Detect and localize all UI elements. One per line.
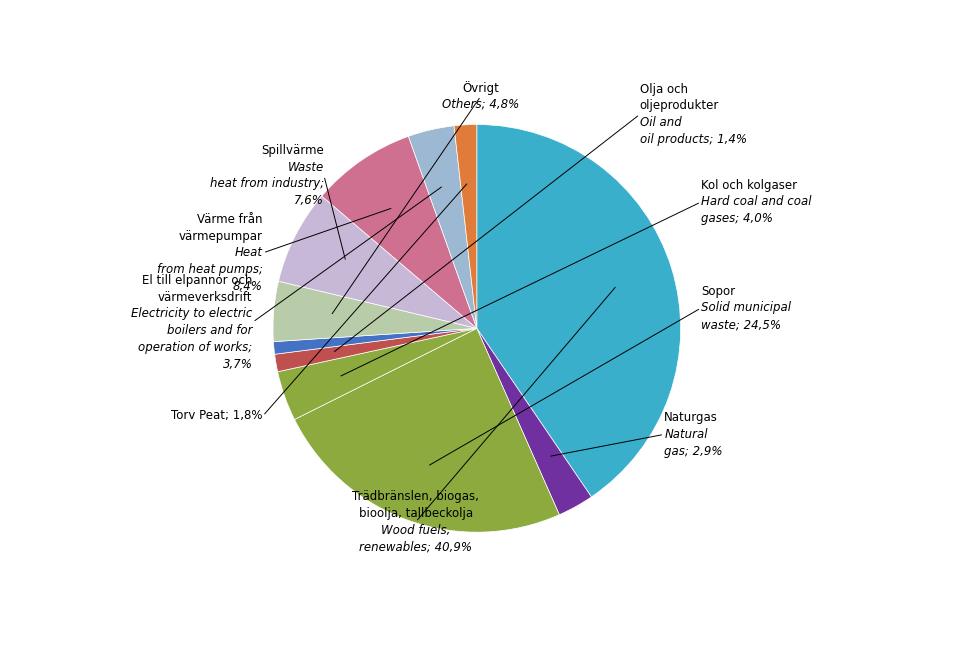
Text: Wood fuels,: Wood fuels, [381,524,450,537]
Text: 8,4%: 8,4% [233,280,263,293]
Text: oil products; 1,4%: oil products; 1,4% [640,133,747,146]
Text: värmeverksdrift: värmeverksdrift [158,291,252,304]
Text: Kol och kolgaser: Kol och kolgaser [701,179,797,192]
Text: from heat pumps;: from heat pumps; [157,263,263,276]
Wedge shape [279,196,477,329]
Text: Torv Peat; 1,8%: Torv Peat; 1,8% [171,409,263,422]
Text: Waste: Waste [287,161,324,174]
Text: Olja och: Olja och [640,83,688,96]
Text: 3,7%: 3,7% [223,358,252,371]
Text: heat from industry;: heat from industry; [209,177,324,190]
Text: gas; 2,9%: gas; 2,9% [664,445,723,457]
Wedge shape [294,329,559,532]
Text: operation of works;: operation of works; [138,341,252,354]
Text: waste; 24,5%: waste; 24,5% [701,318,781,331]
Wedge shape [278,329,477,419]
Wedge shape [275,329,477,372]
Wedge shape [408,126,477,329]
Text: renewables; 40,9%: renewables; 40,9% [359,541,472,554]
Text: Trädbränslen, biogas,: Trädbränslen, biogas, [353,491,479,503]
Text: oljeprodukter: oljeprodukter [640,100,719,112]
Text: Heat: Heat [235,247,263,259]
Text: bioolja, tallbeckolja: bioolja, tallbeckolja [358,507,472,520]
Text: Naturgas: Naturgas [664,411,718,424]
Text: Solid municipal: Solid municipal [701,302,791,314]
Text: 7,6%: 7,6% [294,194,324,207]
Text: boilers and for: boilers and for [168,324,252,337]
Wedge shape [274,329,477,354]
Wedge shape [477,329,591,515]
Text: Others; 4,8%: Others; 4,8% [442,98,519,111]
Wedge shape [321,136,477,329]
Text: Övrigt: Övrigt [463,81,500,94]
Text: Electricity to electric: Electricity to electric [131,308,252,320]
Text: värmepumpar: värmepumpar [179,230,263,243]
Text: Spillvärme: Spillvärme [261,144,324,157]
Text: Värme från: Värme från [198,213,263,226]
Wedge shape [454,125,477,329]
Wedge shape [477,125,681,497]
Text: gases; 4,0%: gases; 4,0% [701,212,773,225]
Text: Sopor: Sopor [701,285,735,298]
Text: Hard coal and coal: Hard coal and coal [701,195,811,209]
Text: Natural: Natural [664,428,708,441]
Text: Oil and: Oil and [640,116,682,129]
Text: El till elpannor och: El till elpannor och [142,274,252,287]
Wedge shape [273,281,477,342]
